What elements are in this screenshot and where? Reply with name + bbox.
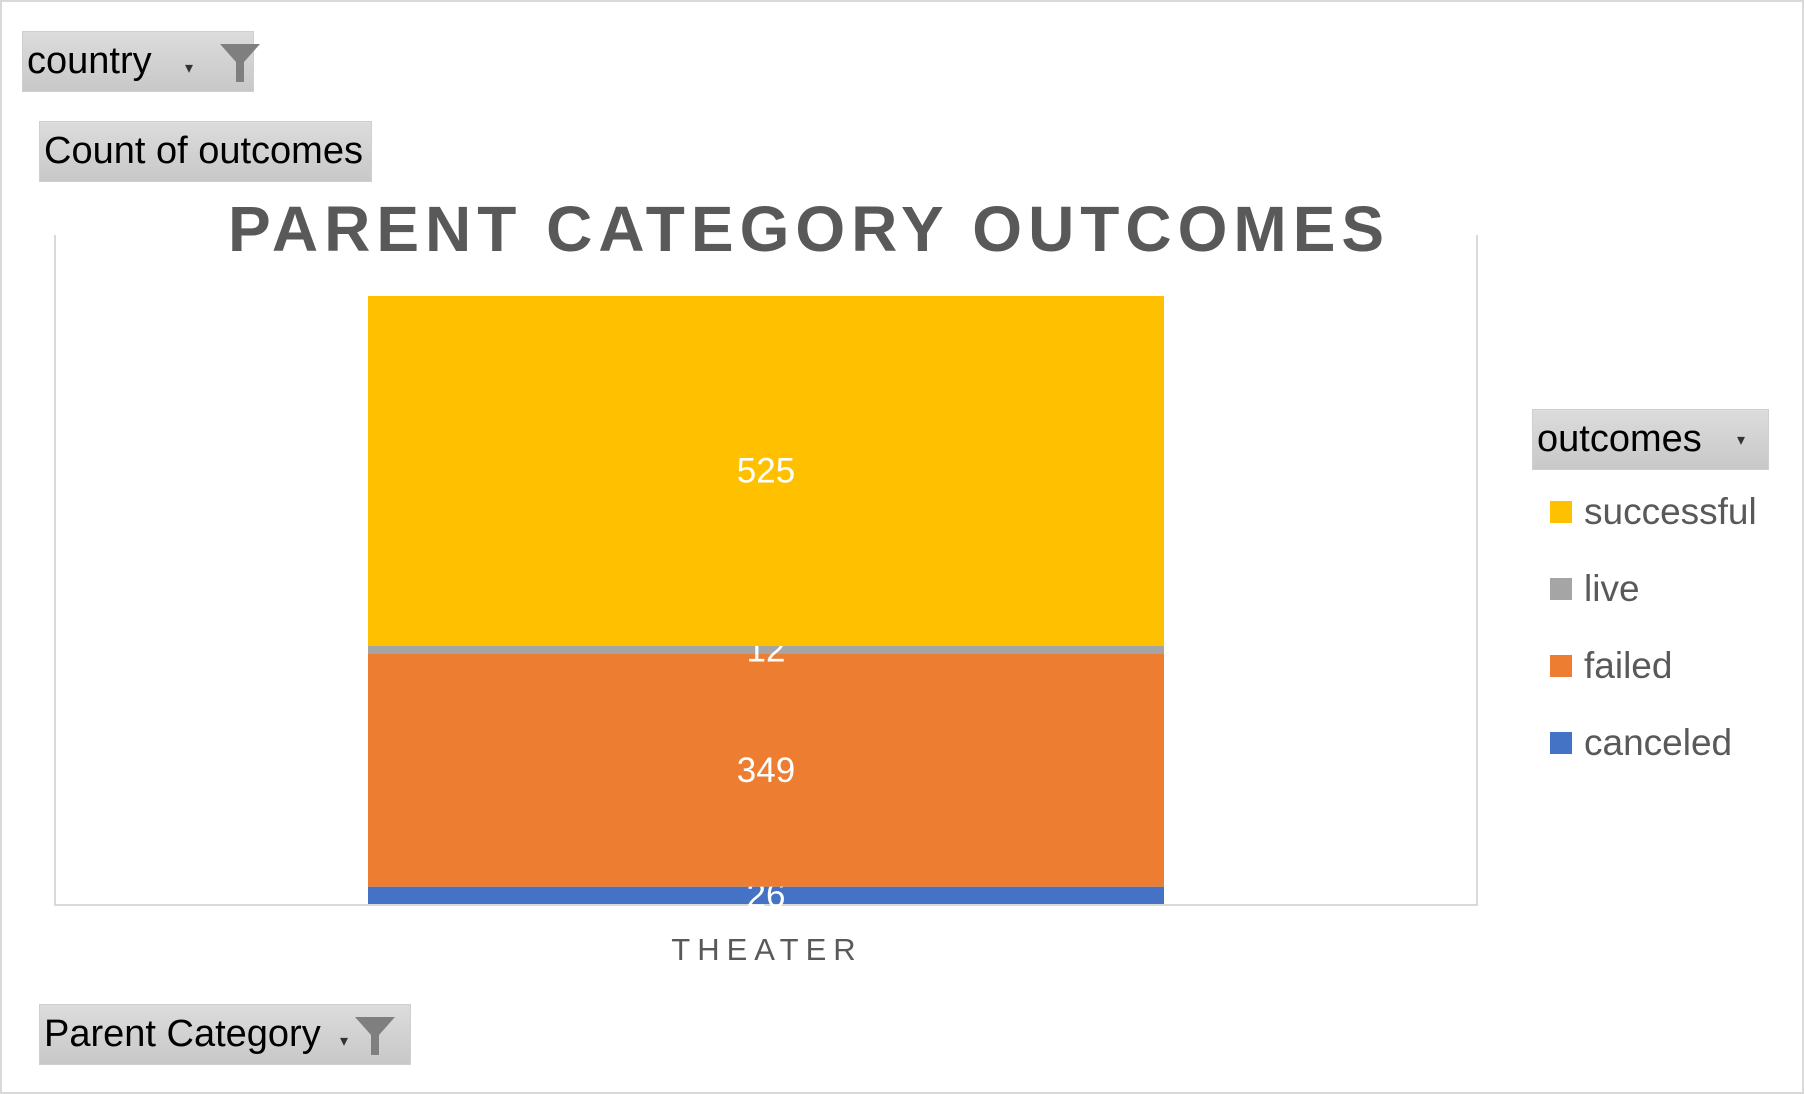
legend-label-canceled: canceled	[1584, 722, 1733, 763]
data-label-successful: 525	[737, 452, 795, 491]
legend-item-failed[interactable]: failed	[1550, 645, 1672, 687]
bar-segment-live[interactable]	[368, 646, 1164, 654]
axis-field-label: Parent Category	[44, 1013, 321, 1055]
legend-item-canceled[interactable]: canceled	[1550, 722, 1732, 764]
values-field-button[interactable]: Count of outcomes	[39, 121, 372, 182]
legend-swatch-canceled	[1550, 732, 1572, 754]
axis-field-button[interactable]: Parent Category ▾	[39, 1004, 411, 1065]
legend-item-successful[interactable]: successful	[1550, 491, 1757, 533]
plot-area	[54, 235, 1478, 906]
legend-label-failed: failed	[1584, 645, 1673, 686]
legend-swatch-successful	[1550, 501, 1572, 523]
bar-segment-canceled[interactable]	[368, 886, 1164, 904]
dropdown-arrow-icon: ▾	[340, 1033, 349, 1050]
filter-icon	[355, 1017, 395, 1055]
legend-label-live: live	[1584, 568, 1640, 609]
dropdown-arrow-icon: ▾	[185, 60, 194, 77]
legend-label-successful: successful	[1584, 491, 1757, 532]
values-field-label: Count of outcomes	[44, 130, 363, 172]
legend-item-live[interactable]: live	[1550, 568, 1640, 610]
bar-segment-successful[interactable]	[368, 296, 1164, 646]
legend-field-label: outcomes	[1537, 418, 1702, 460]
data-label-failed: 349	[737, 751, 795, 790]
legend-swatch-failed	[1550, 655, 1572, 677]
legend-swatch-live	[1550, 578, 1572, 600]
x-tick-label-theater: THEATER	[671, 932, 863, 967]
country-filter-label: country	[27, 40, 152, 82]
country-filter-button[interactable]: country ▾	[22, 31, 260, 92]
dropdown-arrow-icon: ▾	[1737, 432, 1746, 449]
chart-title: PARENT CATEGORY OUTCOMES	[227, 193, 1391, 265]
legend-field-button[interactable]: outcomes ▾	[1532, 409, 1769, 470]
filter-icon	[220, 44, 260, 82]
bar-segment-failed[interactable]	[368, 654, 1164, 887]
